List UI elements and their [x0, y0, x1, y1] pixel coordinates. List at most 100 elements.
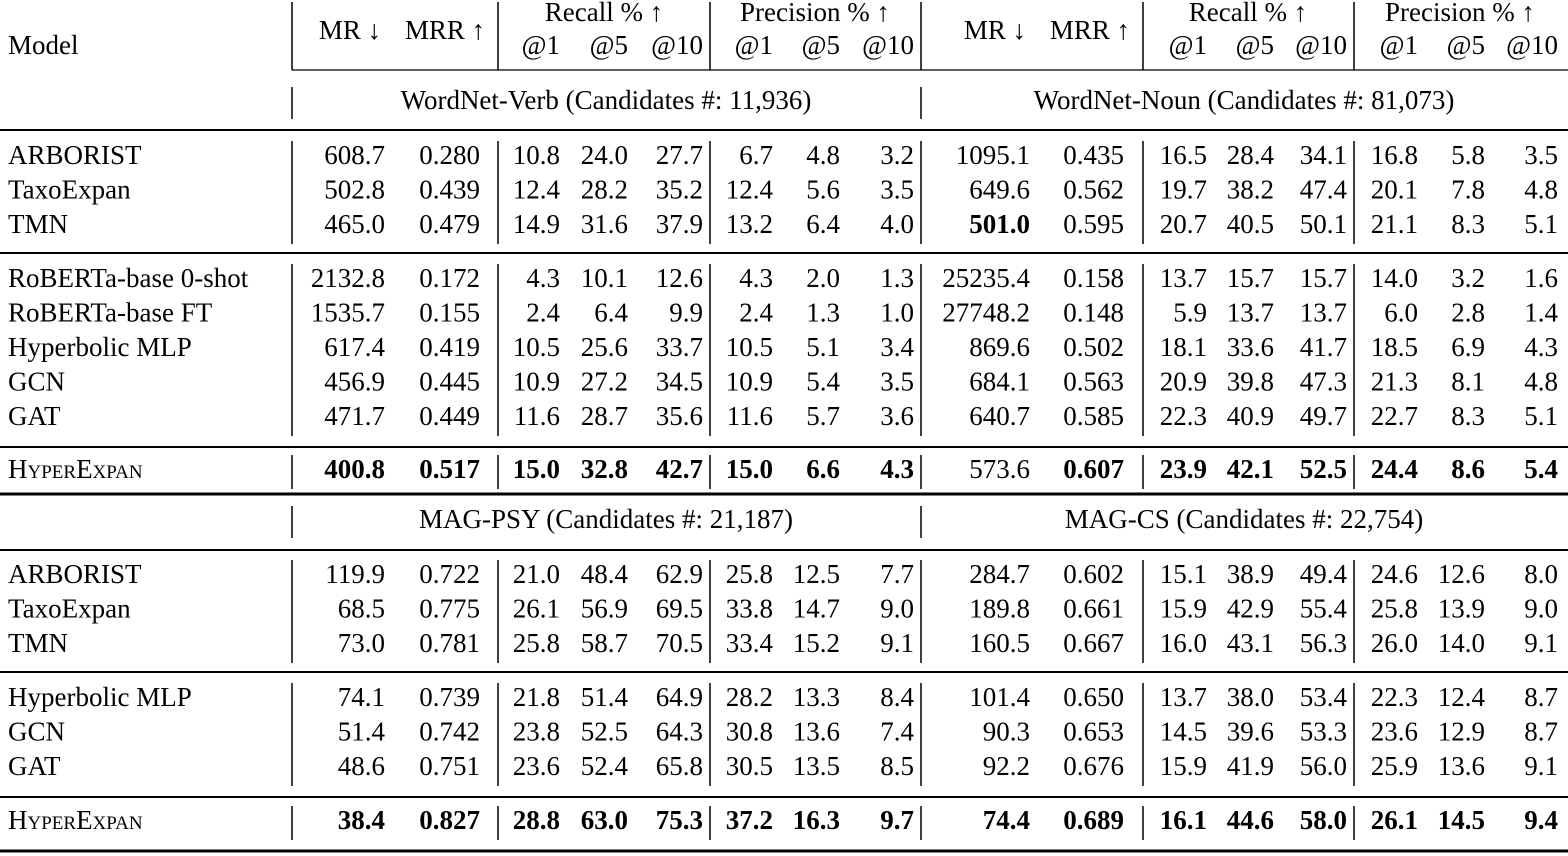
cell: 9.7 — [880, 805, 914, 835]
cell: 22.3 — [1160, 401, 1207, 431]
cell: 41.9 — [1227, 751, 1274, 781]
cell: 3.5 — [1524, 140, 1558, 170]
cell: 28.8 — [513, 805, 560, 835]
cell: 15.7 — [1300, 263, 1347, 293]
cell: 1.6 — [1524, 263, 1558, 293]
dataset-label: MAG-CS (Candidates #: 22,754) — [1065, 504, 1423, 534]
cell: 16.3 — [793, 805, 840, 835]
cell: 2.4 — [526, 298, 560, 328]
cell: 51.4 — [338, 717, 386, 747]
cell: 1535.7 — [311, 298, 385, 328]
cell: 23.6 — [513, 751, 560, 781]
cell: 456.9 — [324, 367, 385, 397]
cell: 24.6 — [1371, 559, 1418, 589]
cell: 12.9 — [1438, 717, 1485, 747]
cell: 684.1 — [969, 367, 1030, 397]
cell: 35.2 — [656, 175, 703, 205]
model-name: GAT — [8, 751, 61, 781]
model-name: RoBERTa-base 0-shot — [8, 263, 249, 293]
cell: 65.8 — [656, 751, 703, 781]
cell: 3.5 — [880, 175, 914, 205]
cell: 0.562 — [1063, 175, 1124, 205]
cell: 31.6 — [581, 209, 628, 239]
cell: 50.1 — [1300, 209, 1347, 239]
metric-header: Recall % ↑ — [1189, 0, 1307, 27]
cell: 26.1 — [513, 594, 560, 624]
cell: 0.439 — [419, 175, 480, 205]
dataset-label: WordNet-Noun (Candidates #: 81,073) — [1034, 85, 1455, 115]
model-name: RoBERTa-base FT — [8, 298, 213, 328]
cell: 0.563 — [1063, 367, 1124, 397]
cell: 28.7 — [581, 401, 628, 431]
cell: 92.2 — [983, 751, 1030, 781]
cell: 74.1 — [338, 682, 385, 712]
cell: 0.585 — [1063, 401, 1124, 431]
cell: 15.2 — [793, 628, 840, 658]
cell: 21.3 — [1371, 367, 1418, 397]
cell: 25.8 — [726, 559, 773, 589]
k-header: @1 — [522, 30, 560, 60]
cell: 53.4 — [1300, 682, 1348, 712]
cell: 502.8 — [324, 175, 385, 205]
cell: 13.3 — [793, 682, 840, 712]
cell: 23.8 — [513, 717, 560, 747]
cell: 70.5 — [656, 628, 703, 658]
cell: 0.781 — [419, 628, 480, 658]
cell: 13.6 — [1438, 751, 1485, 781]
cell: 12.6 — [656, 263, 703, 293]
cell: 24.0 — [581, 140, 628, 170]
cell: 1095.1 — [956, 140, 1030, 170]
cell: 16.5 — [1160, 140, 1207, 170]
cell: 4.8 — [806, 140, 840, 170]
cell: 14.5 — [1438, 805, 1485, 835]
cell: 23.6 — [1371, 717, 1418, 747]
cell: 27.2 — [581, 367, 628, 397]
cell: 10.9 — [513, 367, 560, 397]
cell: 49.7 — [1300, 401, 1347, 431]
model-name: ARBORIST — [8, 559, 142, 589]
cell: 13.9 — [1438, 594, 1485, 624]
cell: 39.8 — [1227, 367, 1274, 397]
cell: 32.8 — [581, 454, 628, 484]
cell: 26.1 — [1371, 805, 1418, 835]
cell: 25.9 — [1371, 751, 1418, 781]
cell: 11.6 — [514, 401, 560, 431]
model-header: Model — [8, 30, 79, 60]
cell: 4.3 — [526, 263, 560, 293]
cell: 14.5 — [1160, 717, 1207, 747]
cell: 13.7 — [1227, 298, 1274, 328]
k-header: @5 — [1236, 30, 1274, 60]
cell: 5.6 — [806, 175, 840, 205]
cell: 501.0 — [969, 209, 1030, 239]
cell: 15.0 — [726, 454, 773, 484]
cell: 13.5 — [793, 751, 840, 781]
cell: 5.9 — [1173, 298, 1207, 328]
cell: 73.0 — [338, 628, 385, 658]
cell: 1.3 — [880, 263, 914, 293]
model-name: Hyperbolic MLP — [8, 332, 192, 362]
cell: 0.479 — [419, 209, 480, 239]
cell: 62.9 — [656, 559, 703, 589]
cell: 5.1 — [806, 332, 840, 362]
cell: 0.435 — [1063, 140, 1124, 170]
cell: 20.1 — [1371, 175, 1418, 205]
cell: 12.4 — [513, 175, 561, 205]
cell: 7.4 — [880, 717, 914, 747]
cell: 0.751 — [419, 751, 480, 781]
cell: 7.7 — [880, 559, 914, 589]
cell: 14.0 — [1371, 263, 1418, 293]
cell: 12.5 — [793, 559, 840, 589]
cell: 0.667 — [1063, 628, 1124, 658]
cell: 22.3 — [1371, 682, 1418, 712]
cell: 0.419 — [419, 332, 480, 362]
metric-header: Recall % ↑ — [545, 0, 663, 27]
cell: 40.9 — [1227, 401, 1274, 431]
cell: 20.9 — [1160, 367, 1207, 397]
cell: 25.8 — [513, 628, 560, 658]
cell: 0.602 — [1063, 559, 1124, 589]
cell: 25235.4 — [942, 263, 1030, 293]
cell: 4.3 — [739, 263, 773, 293]
cell: 617.4 — [324, 332, 385, 362]
cell: 8.3 — [1451, 209, 1485, 239]
